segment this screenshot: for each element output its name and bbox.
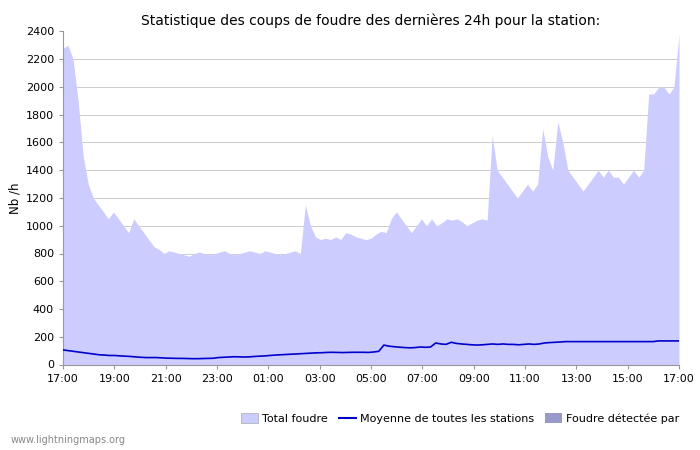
Text: www.lightningmaps.org: www.lightningmaps.org xyxy=(10,435,125,445)
Y-axis label: Nb /h: Nb /h xyxy=(8,182,22,214)
Title: Statistique des coups de foudre des dernières 24h pour la station:: Statistique des coups de foudre des dern… xyxy=(141,13,601,27)
Legend: Total foudre, Moyenne de toutes les stations, Foudre détectée par: Total foudre, Moyenne de toutes les stat… xyxy=(241,414,680,424)
